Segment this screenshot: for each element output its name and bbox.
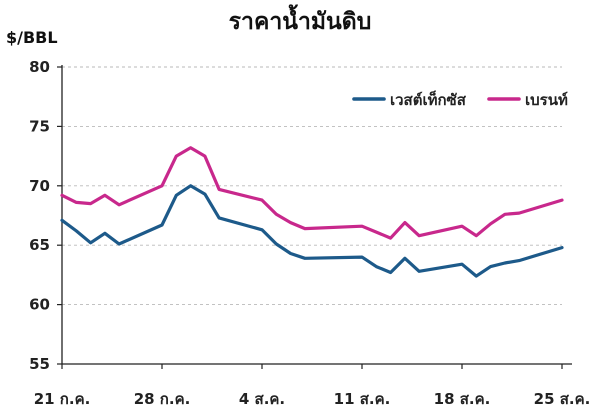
y-tick-label: 75 — [29, 117, 50, 135]
y-tick-label: 80 — [29, 58, 50, 76]
y-tick-label: 65 — [29, 236, 50, 254]
axes: 55 60 65 70 75 80 21 ก.ค. 28 ก.ค. 4 ส.ค. 11 ส.ค. 1… — [29, 58, 590, 408]
x-tick-label: 4 ส.ค. — [239, 390, 285, 408]
gridlines — [62, 66, 562, 306]
series-lines — [60, 146, 564, 278]
legend-label: เวสต์เท็กซัส — [390, 90, 467, 109]
series-line-wti — [60, 184, 564, 278]
x-tick-label: 11 ส.ค. — [334, 390, 391, 408]
y-tick-label: 60 — [29, 296, 50, 314]
x-tick-label: 21 ก.ค. — [34, 390, 91, 408]
x-tick-label: 25 ส.ค. — [534, 390, 591, 408]
y-axis-unit-label: $/BBL — [6, 28, 58, 47]
series-line-brent — [60, 146, 564, 240]
y-tick-label: 70 — [29, 177, 50, 195]
y-tick-label: 55 — [29, 355, 50, 373]
legend: เวสต์เท็กซัส เบรนท์ — [352, 90, 568, 109]
x-tick-label: 28 ก.ค. — [134, 390, 191, 408]
legend-label: เบรนท์ — [525, 91, 568, 109]
chart-title: ราคาน้ำมันดิบ — [228, 9, 372, 35]
x-tick-label: 18 ส.ค. — [434, 390, 491, 408]
